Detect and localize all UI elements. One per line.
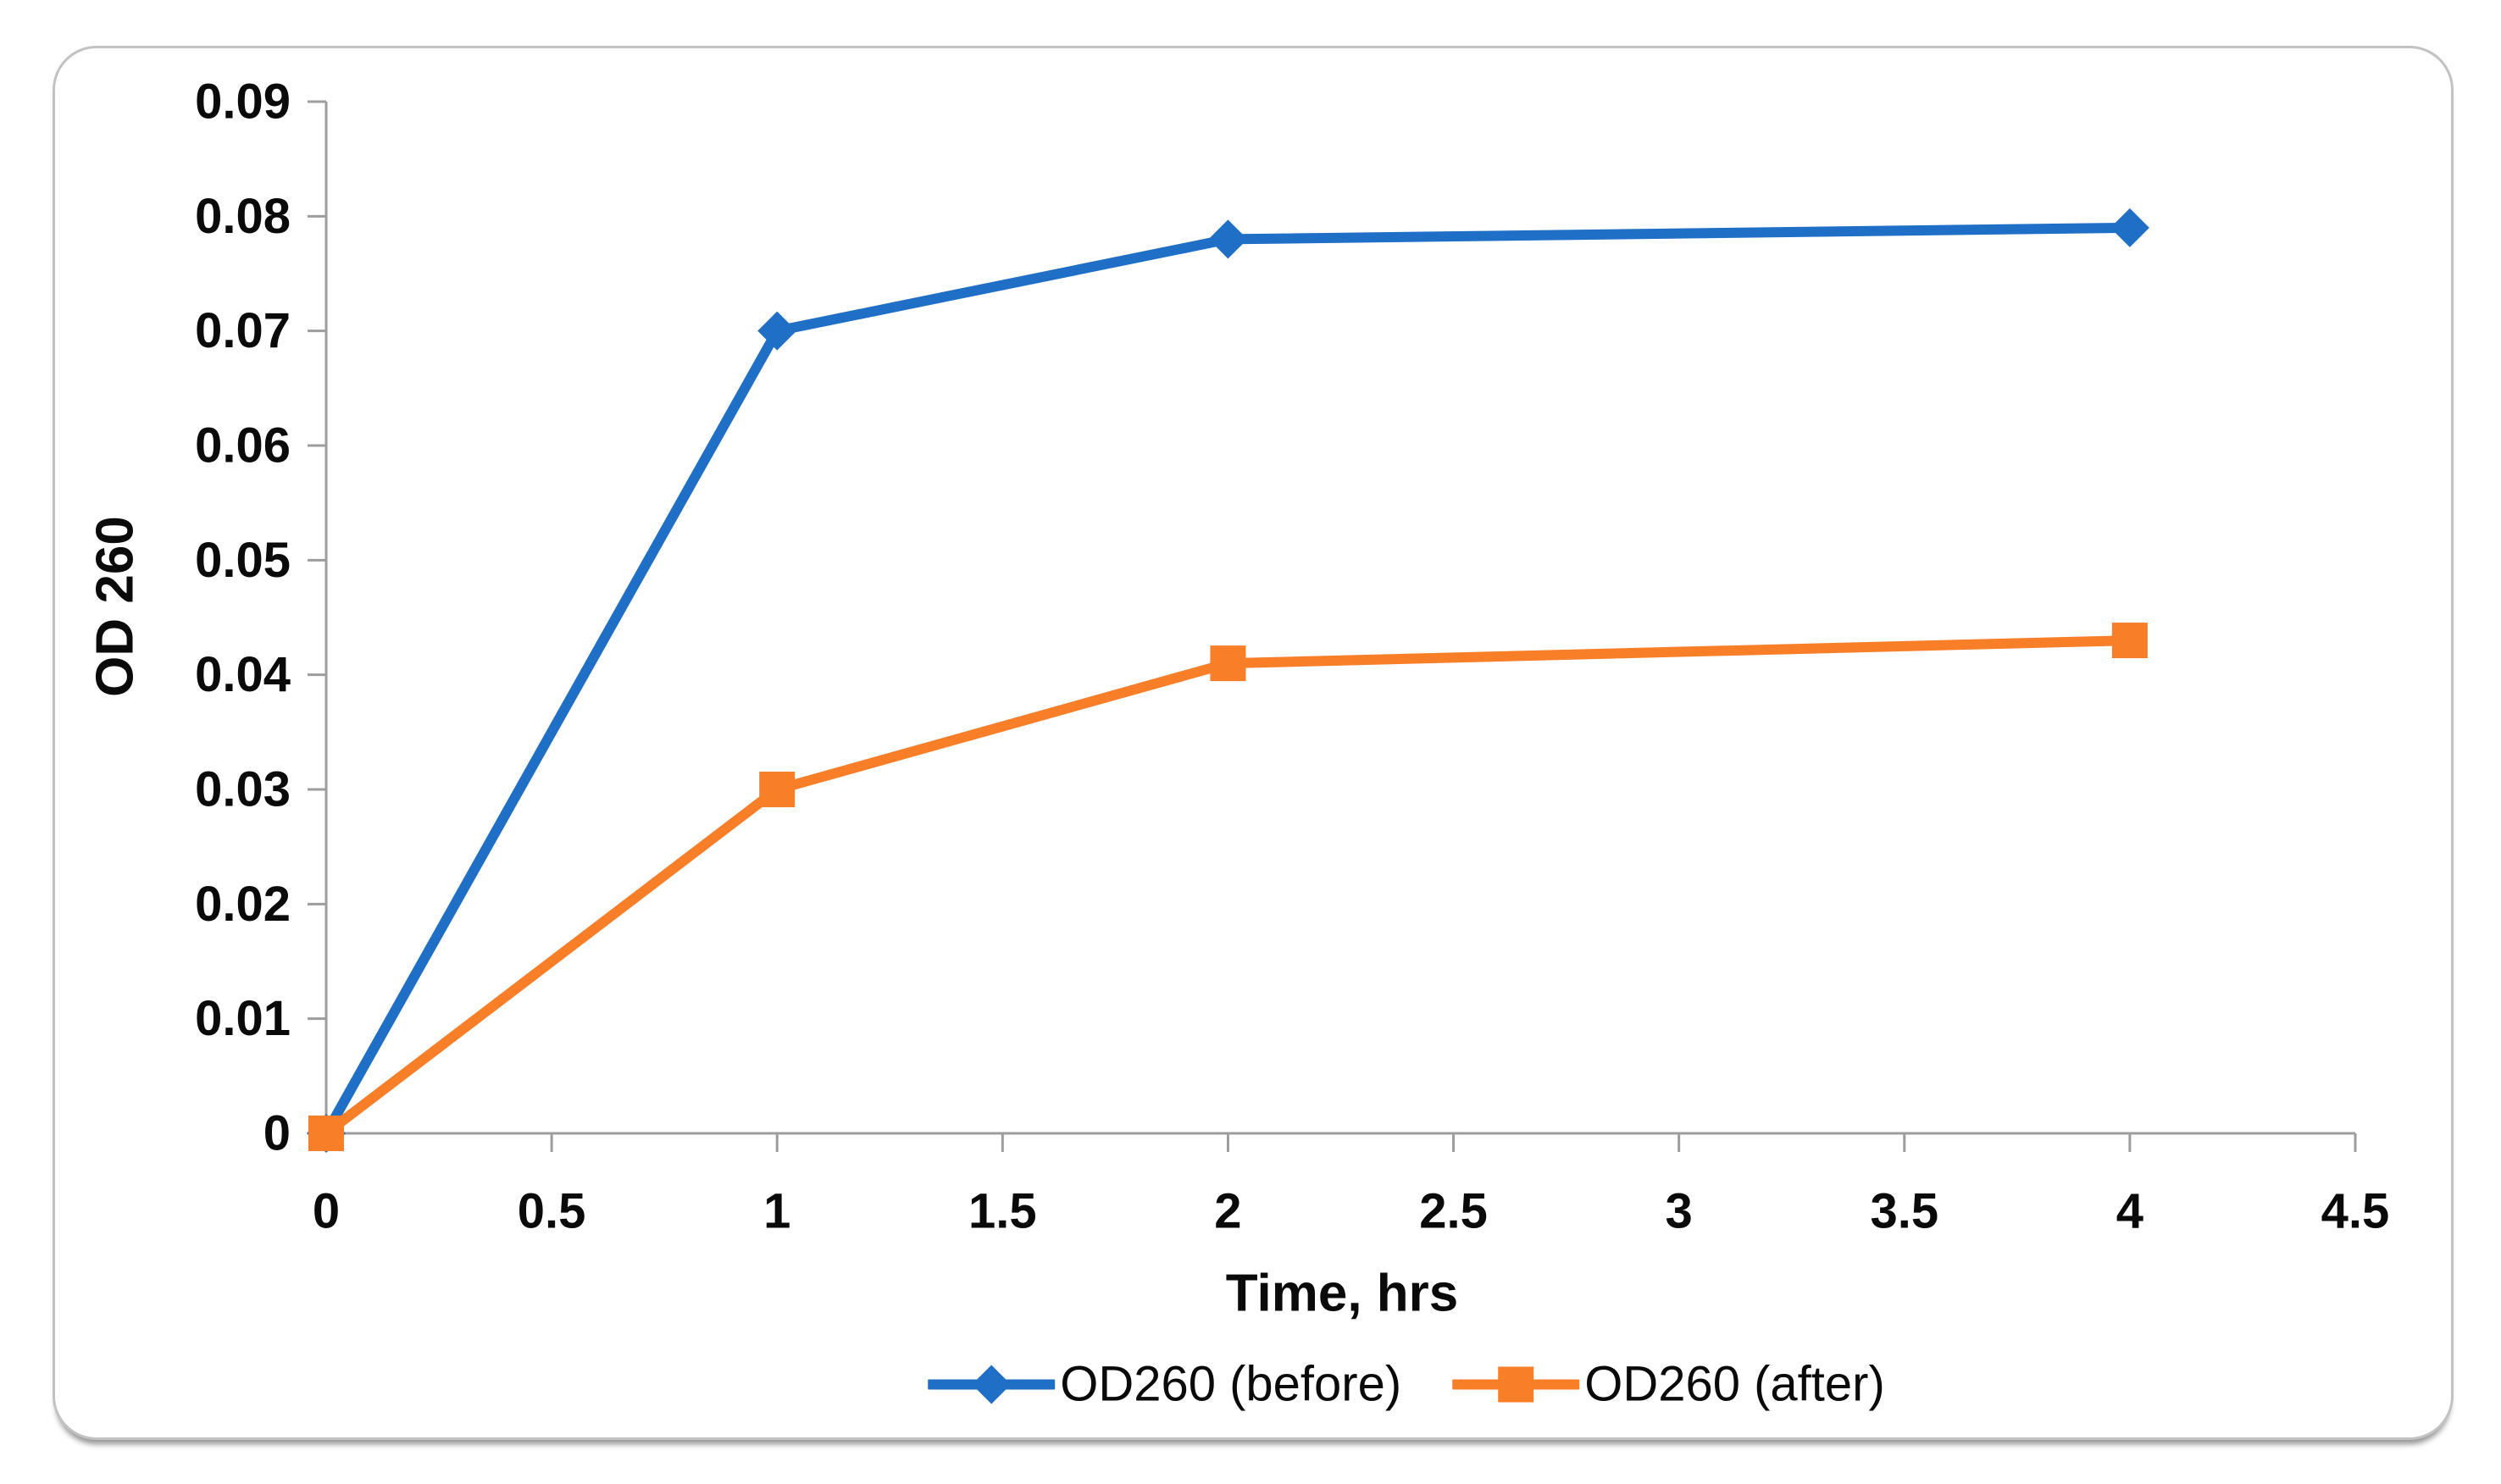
x-tick-label: 2	[1214, 1184, 1241, 1239]
y-tick-label: 0	[263, 1106, 291, 1161]
y-tick-label: 0.05	[195, 533, 291, 588]
legend-swatch-square	[1452, 1366, 1580, 1402]
y-tick-label: 0.02	[195, 877, 291, 932]
y-axis-title: OD 260	[86, 516, 145, 697]
series-line	[321, 635, 2135, 1138]
x-tick-label: 4	[2116, 1184, 2143, 1239]
legend-item[interactable]: OD260 (before)	[928, 1356, 1401, 1413]
data-point-marker	[2110, 208, 2149, 247]
x-tick-label: 0	[313, 1184, 340, 1239]
x-tick-label: 0.5	[518, 1184, 586, 1239]
y-tick-label: 0.04	[195, 647, 291, 702]
x-tick-label: 2.5	[1419, 1184, 1488, 1239]
legend-item[interactable]: OD260 (after)	[1452, 1356, 1885, 1413]
data-point-marker	[308, 1116, 344, 1151]
legend-label: OD260 (before)	[1060, 1356, 1402, 1412]
y-tick-label: 0.03	[195, 762, 291, 817]
x-tick-label: 1.5	[968, 1184, 1037, 1239]
data-point-marker	[1208, 219, 1248, 259]
series-line	[321, 222, 2135, 1138]
y-tick-label: 0.08	[195, 189, 291, 244]
y-tick-label: 0.07	[195, 303, 291, 358]
legend-marker	[1498, 1366, 1534, 1402]
legend-swatch-diamond	[928, 1365, 1056, 1404]
data-point-marker	[2111, 623, 2148, 659]
y-tick-label: 0.01	[195, 991, 291, 1046]
x-tick-label: 1	[763, 1184, 790, 1239]
x-tick-label: 3.5	[1870, 1184, 1938, 1239]
data-point-marker	[757, 311, 797, 351]
data-point-marker	[759, 772, 796, 807]
x-axis-title: Time, hrs	[1225, 1264, 1459, 1323]
legend-label: OD260 (after)	[1584, 1356, 1885, 1412]
y-tick-label: 0.06	[195, 418, 291, 473]
legend-marker	[972, 1365, 1012, 1404]
x-tick-label: 3	[1666, 1184, 1693, 1239]
legend: OD260 (before) OD260 (after)	[928, 1356, 1885, 1413]
chart-figure-frame	[53, 46, 2454, 1440]
data-point-marker	[1210, 645, 1246, 682]
x-tick-label: 4.5	[2321, 1184, 2390, 1239]
y-tick-label: 0.09	[195, 75, 291, 130]
